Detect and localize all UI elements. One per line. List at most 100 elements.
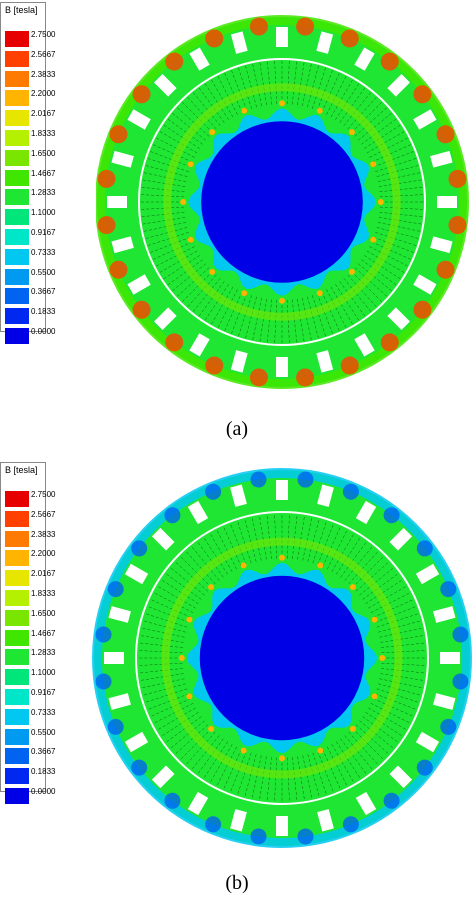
flux-line [150,599,192,618]
slot-opening [230,31,248,54]
rotor-bar [371,693,378,700]
flux-line [191,545,220,581]
slot-opening [187,500,209,525]
stator-slot [154,307,177,330]
legend-label: 0.0000 [31,787,56,796]
flux-hotspot [132,85,151,104]
flux-line [197,541,224,578]
flux-hotspot [383,507,400,524]
flux-line [339,87,366,123]
legend-label: 2.0167 [31,109,56,119]
caption-b: (b) [225,872,249,894]
flux-hotspot [97,216,116,235]
flux-line [379,212,423,217]
legend-label: 1.8333 [31,129,56,138]
rotor-bar [279,554,285,561]
legend-label: 2.5667 [31,509,56,519]
flux-line [344,735,373,771]
flux-hotspot [448,216,467,235]
legend-swatch [5,590,29,606]
slot-opening [415,563,440,585]
stator-slot [317,809,334,832]
flux-line [204,83,229,120]
color-legend-b: B [tesla] 2.7500 2.5667 2.3833 2.2000 2.0167… [0,462,55,804]
flux-line [316,293,333,334]
flux-line [317,523,334,566]
flux-line [292,61,297,105]
flux-line [223,748,242,790]
slot-opening [107,196,127,208]
flux-hotspot [413,300,432,319]
stator-slot [413,109,437,130]
slot-opening [389,765,413,789]
flux-line [380,673,425,681]
flux-hotspot [416,759,433,776]
legend-label: 1.6500 [31,608,56,618]
flux-hotspot [452,626,469,643]
flux-line [182,102,213,133]
flux-line [297,515,305,560]
stator-slot [389,765,413,789]
legend-swatch [5,149,29,166]
flux-line [142,683,186,696]
stator-slot [276,480,288,500]
stator-slot [317,484,334,507]
legend-label: 0.9167 [31,228,56,237]
flux-hotspot [413,85,432,104]
flux-hotspot [132,300,151,319]
legend-swatch [5,748,29,765]
flux-hotspot [296,17,315,36]
slot-opening [151,527,175,551]
rotor-bar [178,655,185,661]
slot-opening [355,500,377,525]
slot-opening [433,693,456,710]
caption-a: (a) [225,418,249,440]
flux-line [330,79,353,118]
flux-line [354,107,387,137]
stator-slot [387,74,410,97]
stator-slot [415,563,440,585]
slot-opening [127,109,151,130]
flux-line [138,662,183,666]
slot-opening [430,236,453,254]
stator-slot [316,31,334,54]
flux-line [177,267,210,297]
flux-hotspot [440,581,457,598]
slot-opening [440,652,460,664]
flux-line [292,757,298,802]
flux-line [252,64,262,107]
legend-title: B [tesla] [5,465,38,475]
flux-line [223,526,242,568]
flux-line [373,236,414,253]
flux-line [204,284,229,321]
flux-line [138,668,183,674]
legend-label: 1.4667 [31,168,56,178]
slot-opening [154,74,177,97]
flux-line [365,712,403,737]
flux-line [187,97,217,130]
flux-line [379,187,423,192]
stator-slot [127,274,151,295]
slot-opening [276,27,288,47]
flux-line [251,517,262,561]
flux-line [376,688,420,703]
flux-line [368,707,407,731]
stator-slot [433,693,456,710]
flux-line [316,70,333,111]
legend-swatch [5,110,29,127]
flux-hotspot [164,507,181,524]
flux-line [238,295,252,337]
flux-line [352,555,385,588]
flux-line [380,635,425,643]
flux-hotspot [205,356,224,375]
flux-line [361,118,397,145]
flux-hotspot [250,828,267,845]
flux-line [336,537,361,575]
flux-line [274,757,278,802]
flux-line [217,289,238,328]
slot-opening [430,150,453,168]
motor-flux-density-plot-a [96,15,469,389]
flux-hotspot [109,125,128,144]
rotor-bar [279,297,285,304]
rotor-bar [316,290,323,297]
